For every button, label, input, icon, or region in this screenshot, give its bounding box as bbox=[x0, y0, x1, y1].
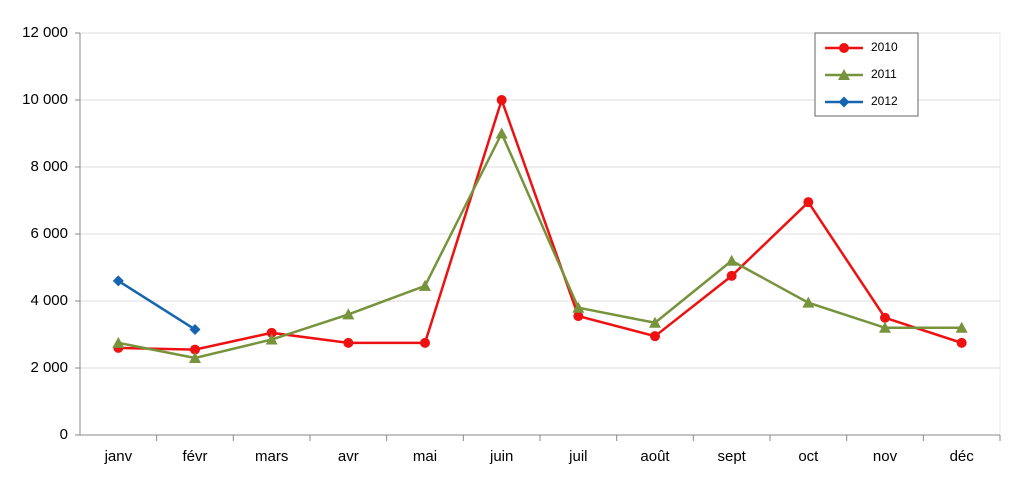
x-tick-label: oct bbox=[798, 448, 819, 465]
x-tick-label: sept bbox=[717, 448, 746, 465]
x-tick-label: juin bbox=[489, 448, 513, 465]
x-tick-label: févr bbox=[182, 448, 207, 465]
marker bbox=[725, 254, 738, 266]
marker bbox=[189, 323, 201, 335]
marker bbox=[496, 95, 507, 105]
x-tick-label: avr bbox=[338, 448, 359, 465]
y-tick-label: 4 000 bbox=[30, 292, 68, 309]
y-tick-label: 2 000 bbox=[30, 359, 68, 376]
marker bbox=[956, 337, 967, 348]
x-tick-label: déc bbox=[950, 448, 975, 465]
x-tick-label: janv bbox=[104, 448, 133, 465]
marker bbox=[839, 43, 849, 53]
x-tick-label: août bbox=[640, 448, 670, 465]
marker bbox=[955, 321, 968, 333]
marker bbox=[495, 127, 508, 139]
y-tick-label: 10 000 bbox=[22, 91, 68, 108]
series-line bbox=[117, 279, 196, 331]
y-tick-label: 6 000 bbox=[30, 225, 68, 242]
marker bbox=[880, 312, 890, 323]
legend: 2010 2011 2012 bbox=[814, 32, 919, 117]
series-line bbox=[118, 96, 963, 351]
y-tick-label: 12 000 bbox=[22, 24, 68, 41]
marker bbox=[802, 296, 815, 308]
legend-label: 2011 bbox=[871, 67, 897, 81]
marker bbox=[879, 321, 891, 333]
marker bbox=[190, 344, 200, 355]
marker bbox=[572, 301, 585, 313]
marker bbox=[266, 327, 277, 338]
x-tick-label: mars bbox=[255, 448, 288, 465]
x-tick-label: juil bbox=[568, 448, 587, 465]
marker bbox=[343, 337, 354, 348]
marker bbox=[189, 351, 201, 363]
y-tick-label: 8 000 bbox=[30, 158, 68, 175]
marker bbox=[649, 316, 661, 328]
marker bbox=[838, 96, 850, 108]
marker bbox=[342, 308, 355, 320]
marker bbox=[419, 279, 431, 291]
marker bbox=[112, 336, 125, 348]
marker bbox=[112, 275, 124, 287]
marker bbox=[803, 197, 814, 208]
marker bbox=[838, 69, 850, 80]
marker bbox=[650, 331, 660, 342]
marker bbox=[420, 337, 430, 348]
marker bbox=[573, 311, 584, 322]
series-line bbox=[118, 130, 962, 360]
marker bbox=[726, 270, 737, 281]
legend-label: 2010 bbox=[871, 40, 898, 54]
legend-label: 2012 bbox=[871, 94, 898, 108]
x-tick-label: mai bbox=[413, 448, 437, 465]
marker bbox=[265, 333, 278, 345]
x-tick-label: nov bbox=[873, 448, 898, 465]
y-tick-label: 0 bbox=[60, 426, 68, 443]
